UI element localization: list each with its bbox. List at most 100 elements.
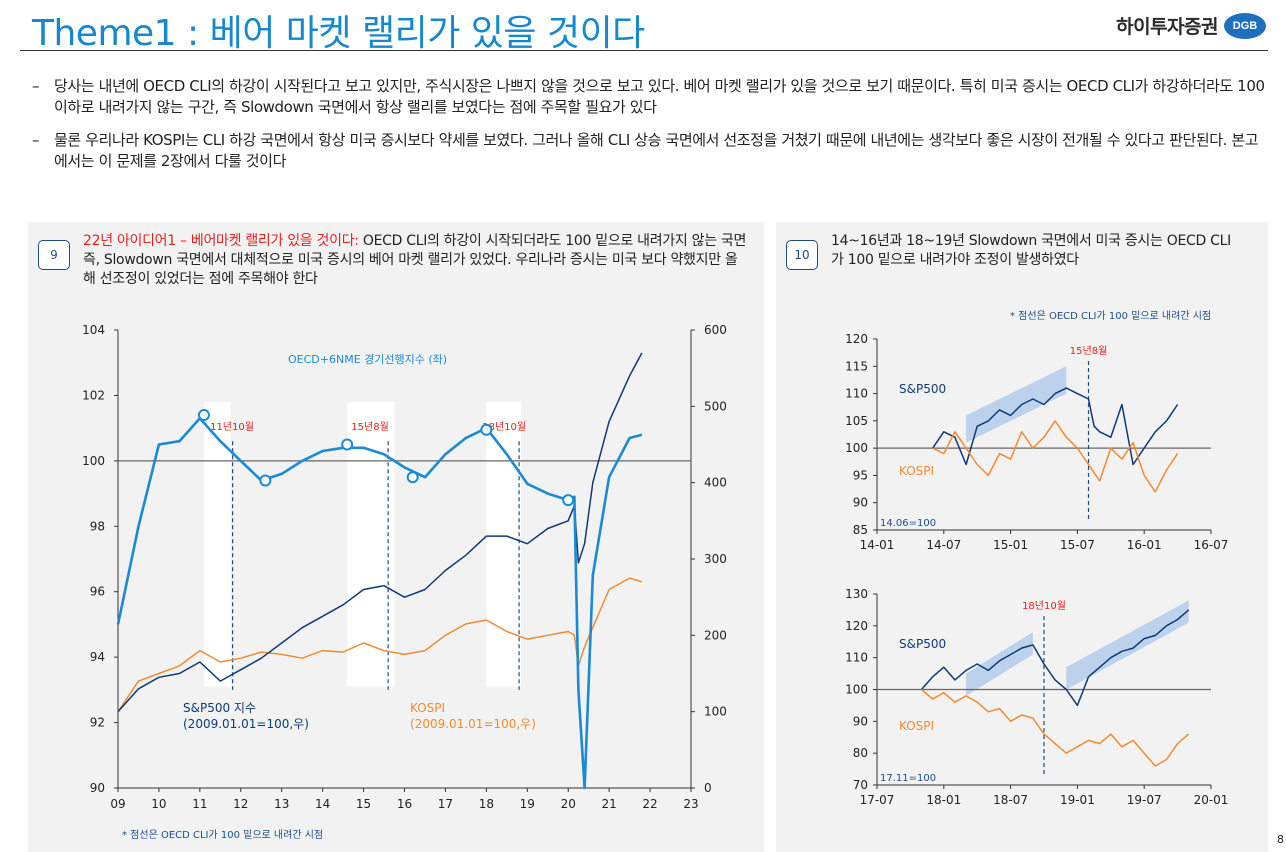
bullet-text: 물론 우리나라 KOSPI는 CLI 하강 국면에서 항상 미국 증시보다 약세… [54,131,1259,170]
series-line-sp500 [117,352,643,713]
x-tick-label: 20-01 [1194,793,1229,807]
series-label-sp500: S&P500 [899,637,946,651]
x-tick-label: 17 [438,797,453,811]
y-tick-label: 85 [853,523,868,537]
slowdown-shade [486,401,522,687]
y-tick-label: 100 [845,683,868,697]
base-date-label: 17.11=100 [880,773,936,784]
company-logo: 하이투자증권 DGB [1116,12,1266,39]
y-tick-label: 100 [845,441,868,455]
y-tick-label: 130 [845,587,868,601]
x-tick-label: 16-07 [1194,538,1229,552]
x-tick-label: 12 [233,797,248,811]
x-tick-label: 22 [642,797,657,811]
slowdown-shade [347,401,395,687]
y-left-tick-label: 90 [90,781,105,795]
x-tick-label: 14-07 [926,538,961,552]
cli-turning-point-marker [562,494,575,507]
series-label-kospi-base: (2009.01.01=100,우) [410,717,536,731]
figure-panel-10: 10 14~16년과 18~19년 Slowdown 국면에서 미국 증시는 O… [776,222,1268,852]
x-tick-label: 19-07 [1127,793,1162,807]
y-right-tick-label: 500 [704,399,727,413]
cli-turning-point-marker [197,409,210,422]
header-divider [20,50,1268,51]
x-tick-label: 09 [110,797,125,811]
x-tick-label: 23 [683,797,698,811]
slowdown-annotation-label: 15년8월 [1070,345,1108,357]
slowdown-annotation-label: 15년8월 [351,421,389,433]
cli-turning-point-marker [341,438,354,451]
series-label-sp500: S&P500 [899,382,946,396]
trend-band [1066,600,1189,690]
y-left-tick-label: 100 [82,454,105,468]
figure-note: * 점선은 OECD CLI가 100 밑으로 내려간 시점 [1010,311,1212,322]
series-line-sp500 [932,387,1179,466]
x-tick-label: 16-01 [1127,538,1162,552]
series-line-kospi [117,577,643,713]
y-right-tick-label: 600 [704,323,727,337]
y-right-tick-label: 200 [704,628,727,642]
y-tick-label: 110 [845,387,868,401]
series-label-kospi: KOSPI [899,464,934,478]
cli-turning-point-marker [406,471,419,484]
y-left-tick-label: 94 [90,650,105,664]
series-label-sp500: S&P500 지수 [183,701,256,715]
y-left-tick-label: 102 [82,388,105,402]
series-label-sp500-base: (2009.01.01=100,우) [183,717,309,731]
bullet-dash: – [32,77,40,95]
x-tick-label: 13 [274,797,289,811]
y-left-tick-label: 92 [90,716,105,730]
bullet-dash: – [32,131,40,149]
figure-panel-9: 9 22년 아이디어1 – 베어마켓 랠리가 있을 것이다: OECD CLI의… [28,222,764,852]
x-tick-label: 18-01 [926,793,961,807]
series-label-kospi: KOSPI [899,719,934,733]
x-tick-label: 17-07 [860,793,895,807]
x-tick-label: 11 [192,797,207,811]
x-tick-label: 19-01 [1060,793,1095,807]
y-right-tick-label: 400 [704,476,727,490]
x-tick-label: 15-01 [993,538,1028,552]
y-tick-label: 105 [845,414,868,428]
y-left-tick-label: 96 [90,585,105,599]
y-tick-label: 90 [853,714,868,728]
y-right-tick-label: 0 [704,781,712,795]
y-tick-label: 70 [853,778,868,792]
x-tick-label: 15-07 [1060,538,1095,552]
figure-number-badge: 9 [38,240,70,270]
page-title: Theme1 : 베어 마켓 랠리가 있을 것이다 [32,13,645,54]
x-tick-label: 18-07 [993,793,1028,807]
slowdown-annotation-label: 11년10월 [210,421,254,433]
x-tick-label: 10 [151,797,166,811]
y-tick-label: 90 [853,496,868,510]
x-tick-label: 16 [397,797,412,811]
figure-description: 22년 아이디어1 – 베어마켓 랠리가 있을 것이다: OECD CLI의 하… [83,232,748,289]
figure-highlight-text: 22년 아이디어1 – 베어마켓 랠리가 있을 것이다: [83,233,359,249]
series-label-cli: OECD+6NME 경기선행지수 (좌) [288,353,447,366]
slowdown-annotation-label: 18년10월 [1022,600,1066,612]
y-left-tick-label: 98 [90,519,105,533]
main-chart: 104 102 100 98 96 94 92 90 600 500 400 300 200 100 0 09… [82,323,727,811]
logo-text: 하이투자증권 [1116,16,1218,38]
x-tick-label: 15 [356,797,371,811]
x-tick-label: 14-01 [860,538,895,552]
figure-number-badge: 10 [786,240,818,270]
y-left-tick-label: 104 [82,323,105,337]
slowdown-annotation-label: 18년10월 [482,421,526,433]
bullet-item: – 당사는 내년에 OECD CLI의 하강이 시작된다고 보고 있지만, 주식… [32,76,1268,118]
base-date-label: 14.06=100 [880,518,936,529]
y-tick-label: 120 [845,332,868,346]
x-tick-label: 21 [602,797,617,811]
x-tick-label: 20 [561,797,576,811]
page-number: 8 [1277,833,1284,846]
trend-band [966,632,1033,696]
y-tick-label: 110 [845,651,868,665]
y-tick-label: 115 [845,359,868,373]
summary-bullets: – 당사는 내년에 OECD CLI의 하강이 시작된다고 보고 있지만, 주식… [32,76,1268,184]
x-tick-label: 18 [479,797,494,811]
bullet-item: – 물론 우리나라 KOSPI는 CLI 하강 국면에서 항상 미국 증시보다 … [32,130,1268,172]
series-line-sp500 [920,609,1190,707]
bullet-text: 당사는 내년에 OECD CLI의 하강이 시작된다고 보고 있지만, 주식시장… [54,77,1265,116]
x-tick-label: 14 [315,797,330,811]
y-right-tick-label: 100 [704,705,727,719]
